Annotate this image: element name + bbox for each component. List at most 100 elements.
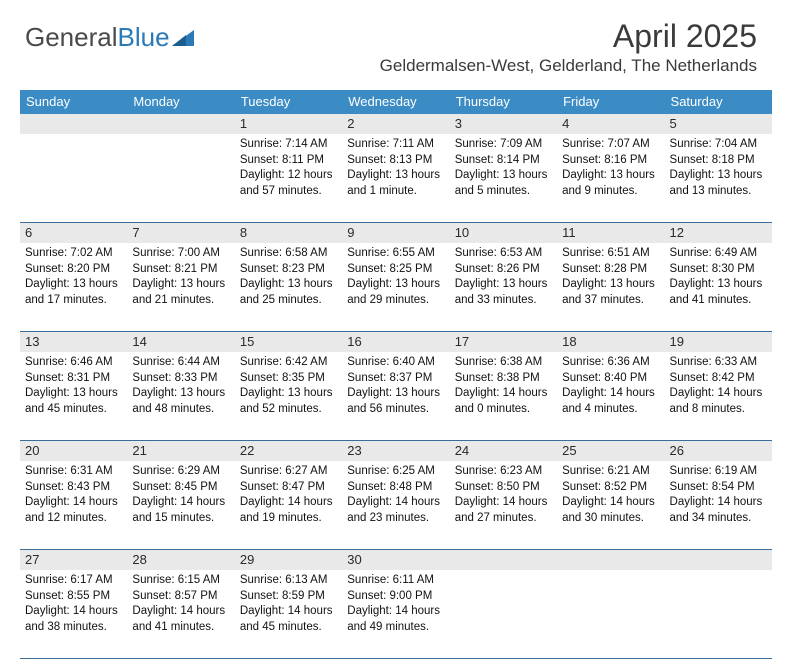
sunrise-text: Sunrise: 6:36 AM	[562, 355, 659, 371]
day-number: 2	[342, 114, 449, 134]
daylight-text-2: and 15 minutes.	[132, 511, 229, 527]
day-number: 27	[20, 550, 127, 570]
logo: GeneralBlue	[25, 22, 194, 53]
sunset-text: Sunset: 8:40 PM	[562, 371, 659, 387]
calendar-cell: Sunrise: 6:27 AMSunset: 8:47 PMDaylight:…	[235, 461, 342, 549]
sunset-text: Sunset: 8:48 PM	[347, 480, 444, 496]
calendar-cell: Sunrise: 6:23 AMSunset: 8:50 PMDaylight:…	[450, 461, 557, 549]
day-number: 30	[342, 550, 449, 570]
page-title: April 2025	[613, 18, 757, 55]
daylight-text-2: and 29 minutes.	[347, 293, 444, 309]
daylight-text-1: Daylight: 13 hours	[132, 277, 229, 293]
day-body-row: Sunrise: 7:14 AMSunset: 8:11 PMDaylight:…	[20, 134, 772, 222]
sunset-text: Sunset: 8:28 PM	[562, 262, 659, 278]
calendar-cell	[557, 570, 664, 658]
day-number: 23	[342, 441, 449, 461]
daylight-text-2: and 56 minutes.	[347, 402, 444, 418]
daylight-text-2: and 41 minutes.	[132, 620, 229, 636]
sunrise-text: Sunrise: 7:14 AM	[240, 137, 337, 153]
calendar-cell: Sunrise: 6:13 AMSunset: 8:59 PMDaylight:…	[235, 570, 342, 658]
page-subtitle: Geldermalsen-West, Gelderland, The Nethe…	[380, 56, 757, 76]
day-number: 21	[127, 441, 234, 461]
calendar-cell: Sunrise: 6:46 AMSunset: 8:31 PMDaylight:…	[20, 352, 127, 440]
day-number: 10	[450, 223, 557, 243]
calendar-cell: Sunrise: 7:04 AMSunset: 8:18 PMDaylight:…	[665, 134, 772, 222]
calendar-week: 27282930Sunrise: 6:17 AMSunset: 8:55 PMD…	[20, 550, 772, 659]
calendar-cell: Sunrise: 6:40 AMSunset: 8:37 PMDaylight:…	[342, 352, 449, 440]
logo-triangle-icon	[172, 22, 194, 53]
daylight-text-2: and 41 minutes.	[670, 293, 767, 309]
daylight-text-1: Daylight: 13 hours	[240, 386, 337, 402]
day-body-row: Sunrise: 7:02 AMSunset: 8:20 PMDaylight:…	[20, 243, 772, 331]
sunset-text: Sunset: 8:11 PM	[240, 153, 337, 169]
day-number: 29	[235, 550, 342, 570]
sunset-text: Sunset: 8:55 PM	[25, 589, 122, 605]
sunrise-text: Sunrise: 7:11 AM	[347, 137, 444, 153]
day-number: 14	[127, 332, 234, 352]
calendar-cell: Sunrise: 6:11 AMSunset: 9:00 PMDaylight:…	[342, 570, 449, 658]
daylight-text-1: Daylight: 12 hours	[240, 168, 337, 184]
daylight-text-2: and 8 minutes.	[670, 402, 767, 418]
sunrise-text: Sunrise: 6:29 AM	[132, 464, 229, 480]
sunset-text: Sunset: 8:38 PM	[455, 371, 552, 387]
daylight-text-1: Daylight: 14 hours	[562, 495, 659, 511]
sunrise-text: Sunrise: 6:53 AM	[455, 246, 552, 262]
daylight-text-1: Daylight: 13 hours	[347, 277, 444, 293]
daylight-text-2: and 4 minutes.	[562, 402, 659, 418]
daylight-text-2: and 52 minutes.	[240, 402, 337, 418]
sunset-text: Sunset: 8:52 PM	[562, 480, 659, 496]
daylight-text-1: Daylight: 13 hours	[347, 168, 444, 184]
daylight-text-1: Daylight: 13 hours	[455, 168, 552, 184]
sunrise-text: Sunrise: 6:23 AM	[455, 464, 552, 480]
daylight-text-2: and 21 minutes.	[132, 293, 229, 309]
daylight-text-1: Daylight: 14 hours	[562, 386, 659, 402]
sunset-text: Sunset: 8:21 PM	[132, 262, 229, 278]
calendar-cell: Sunrise: 7:14 AMSunset: 8:11 PMDaylight:…	[235, 134, 342, 222]
sunset-text: Sunset: 8:54 PM	[670, 480, 767, 496]
calendar-cell: Sunrise: 7:11 AMSunset: 8:13 PMDaylight:…	[342, 134, 449, 222]
daylight-text-2: and 57 minutes.	[240, 184, 337, 200]
calendar-cell: Sunrise: 6:49 AMSunset: 8:30 PMDaylight:…	[665, 243, 772, 331]
daylight-text-1: Daylight: 13 hours	[562, 168, 659, 184]
sunrise-text: Sunrise: 6:58 AM	[240, 246, 337, 262]
daylight-text-2: and 48 minutes.	[132, 402, 229, 418]
day-number: 18	[557, 332, 664, 352]
weekday-header: Sunday Monday Tuesday Wednesday Thursday…	[20, 90, 772, 114]
day-number: 1	[235, 114, 342, 134]
sunrise-text: Sunrise: 6:38 AM	[455, 355, 552, 371]
sunrise-text: Sunrise: 7:00 AM	[132, 246, 229, 262]
day-number: 19	[665, 332, 772, 352]
calendar: Sunday Monday Tuesday Wednesday Thursday…	[20, 90, 772, 659]
calendar-cell: Sunrise: 6:55 AMSunset: 8:25 PMDaylight:…	[342, 243, 449, 331]
calendar-cell: Sunrise: 7:00 AMSunset: 8:21 PMDaylight:…	[127, 243, 234, 331]
daylight-text-2: and 9 minutes.	[562, 184, 659, 200]
day-number: 15	[235, 332, 342, 352]
day-number: 11	[557, 223, 664, 243]
daylight-text-2: and 33 minutes.	[455, 293, 552, 309]
sunset-text: Sunset: 8:33 PM	[132, 371, 229, 387]
daylight-text-1: Daylight: 14 hours	[455, 495, 552, 511]
sunset-text: Sunset: 8:35 PM	[240, 371, 337, 387]
calendar-body: 12345Sunrise: 7:14 AMSunset: 8:11 PMDayl…	[20, 114, 772, 659]
sunrise-text: Sunrise: 6:25 AM	[347, 464, 444, 480]
weekday-label: Sunday	[20, 90, 127, 114]
weekday-label: Wednesday	[342, 90, 449, 114]
daylight-text-2: and 13 minutes.	[670, 184, 767, 200]
calendar-cell: Sunrise: 7:02 AMSunset: 8:20 PMDaylight:…	[20, 243, 127, 331]
sunset-text: Sunset: 8:37 PM	[347, 371, 444, 387]
daylight-text-1: Daylight: 13 hours	[25, 277, 122, 293]
calendar-cell: Sunrise: 6:58 AMSunset: 8:23 PMDaylight:…	[235, 243, 342, 331]
day-number	[557, 550, 664, 570]
calendar-cell: Sunrise: 6:25 AMSunset: 8:48 PMDaylight:…	[342, 461, 449, 549]
sunrise-text: Sunrise: 6:27 AM	[240, 464, 337, 480]
day-number: 8	[235, 223, 342, 243]
day-number: 28	[127, 550, 234, 570]
sunset-text: Sunset: 8:59 PM	[240, 589, 337, 605]
daylight-text-1: Daylight: 13 hours	[132, 386, 229, 402]
weekday-label: Thursday	[450, 90, 557, 114]
daylight-text-2: and 17 minutes.	[25, 293, 122, 309]
day-number: 22	[235, 441, 342, 461]
calendar-cell: Sunrise: 6:29 AMSunset: 8:45 PMDaylight:…	[127, 461, 234, 549]
day-body-row: Sunrise: 6:46 AMSunset: 8:31 PMDaylight:…	[20, 352, 772, 440]
day-number: 26	[665, 441, 772, 461]
